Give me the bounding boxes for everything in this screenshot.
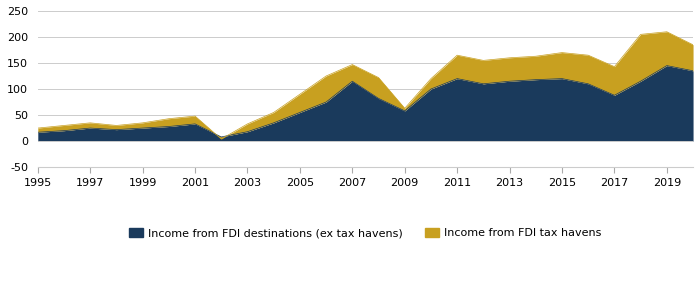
Legend: Income from FDI destinations (ex tax havens), Income from FDI tax havens: Income from FDI destinations (ex tax hav… [125, 223, 606, 243]
